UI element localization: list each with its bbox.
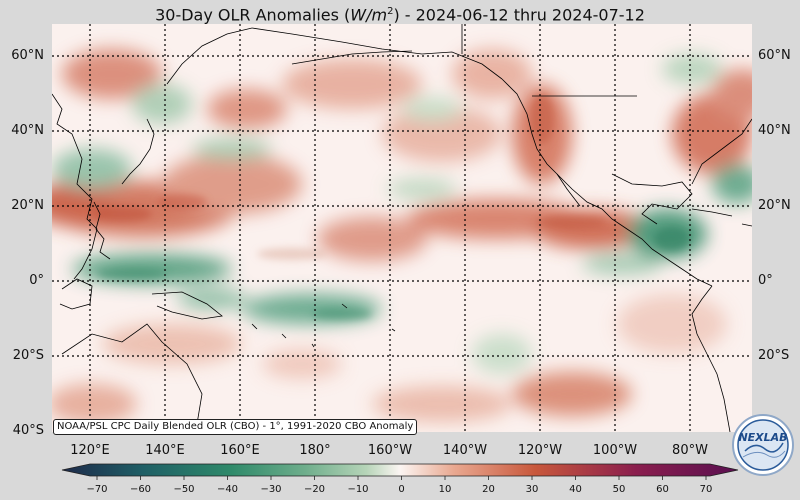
na-east-coast xyxy=(691,118,752,185)
south-america-coast xyxy=(691,285,731,432)
lat-label-20n-left: 20°N xyxy=(11,198,44,213)
data-credit-box: NOAA/PSL CPC Daily Blended OLR (CBO) - 1… xyxy=(53,419,418,435)
gridlines xyxy=(52,24,752,432)
logo-text: NEXLAB xyxy=(738,431,787,444)
colorbar-tick-label: 40 xyxy=(569,484,582,495)
philippines-coast xyxy=(93,201,111,260)
na-west-coast xyxy=(501,78,653,250)
caribbean-islands xyxy=(691,208,752,227)
anomaly-detail xyxy=(92,94,690,320)
new-guinea-coast xyxy=(151,291,223,320)
colorbar-tick-label: −10 xyxy=(347,484,369,495)
lon-label-160w: 160°W xyxy=(367,443,413,458)
map-title: 30-Day OLR Anomalies (W/m2) - 2024-06-12… xyxy=(155,5,645,25)
lat-label-60n-right: 60°N xyxy=(758,48,791,63)
colorbar-tick-label: −30 xyxy=(260,484,282,495)
lat-label-40s-left: 40°S xyxy=(12,423,44,438)
lat-label-60n-left: 60°N xyxy=(11,48,44,63)
colorbar-tick-label: −60 xyxy=(129,484,152,495)
nexlab-logo: NEXLAB xyxy=(732,414,794,476)
anomaly-field xyxy=(52,49,752,424)
colorbar-tick-label: 0 xyxy=(398,484,405,495)
lat-label-40n-right: 40°N xyxy=(758,123,791,138)
aleutians xyxy=(291,50,413,65)
pacific-islands xyxy=(251,303,396,348)
lon-label-100w: 100°W xyxy=(592,443,638,458)
colorbar-tick-label: −50 xyxy=(173,484,195,495)
lon-label-140w: 140°W xyxy=(442,443,488,458)
colorbar-tick-label: −40 xyxy=(216,484,239,495)
colorbar-tick-label: 20 xyxy=(482,484,495,495)
kamchatka-coast xyxy=(166,27,253,85)
lon-label-140e: 140°E xyxy=(145,443,185,458)
gulf-mexico-coast xyxy=(611,173,693,225)
olr-anomaly-map xyxy=(52,24,752,432)
colorbar xyxy=(61,463,739,480)
lon-label-120e: 120°E xyxy=(70,443,110,458)
colorbar-tick-label: 30 xyxy=(525,484,539,495)
lat-label-20s-left: 20°S xyxy=(12,348,44,363)
borneo-coast xyxy=(59,278,93,310)
lon-label-180: 180° xyxy=(299,443,331,458)
coastlines xyxy=(52,24,752,432)
australia-coast xyxy=(61,323,203,432)
colorbar-fill xyxy=(61,463,739,477)
lat-label-eq-left: 0° xyxy=(29,273,44,288)
colorbar-tick-label: 60 xyxy=(656,484,669,495)
asia-coast xyxy=(52,93,98,280)
colorbar-tick-label: −20 xyxy=(303,484,326,495)
lon-label-80w: 80°W xyxy=(672,443,708,458)
lat-label-20n-right: 20°N xyxy=(758,198,791,213)
colorbar-tick-label: 10 xyxy=(438,484,452,495)
baja-coast xyxy=(556,173,581,207)
lat-label-eq-right: 0° xyxy=(758,273,773,288)
colorbar-tick-label: 50 xyxy=(612,484,626,495)
lon-label-120w: 120°W xyxy=(517,443,563,458)
colorbar-tick-label: 70 xyxy=(699,484,713,495)
lon-label-160e: 160°E xyxy=(220,443,260,458)
lat-label-40n-left: 40°N xyxy=(11,123,44,138)
colorbar-tick-label: −70 xyxy=(86,484,108,495)
lat-label-20s-right: 20°S xyxy=(758,348,790,363)
